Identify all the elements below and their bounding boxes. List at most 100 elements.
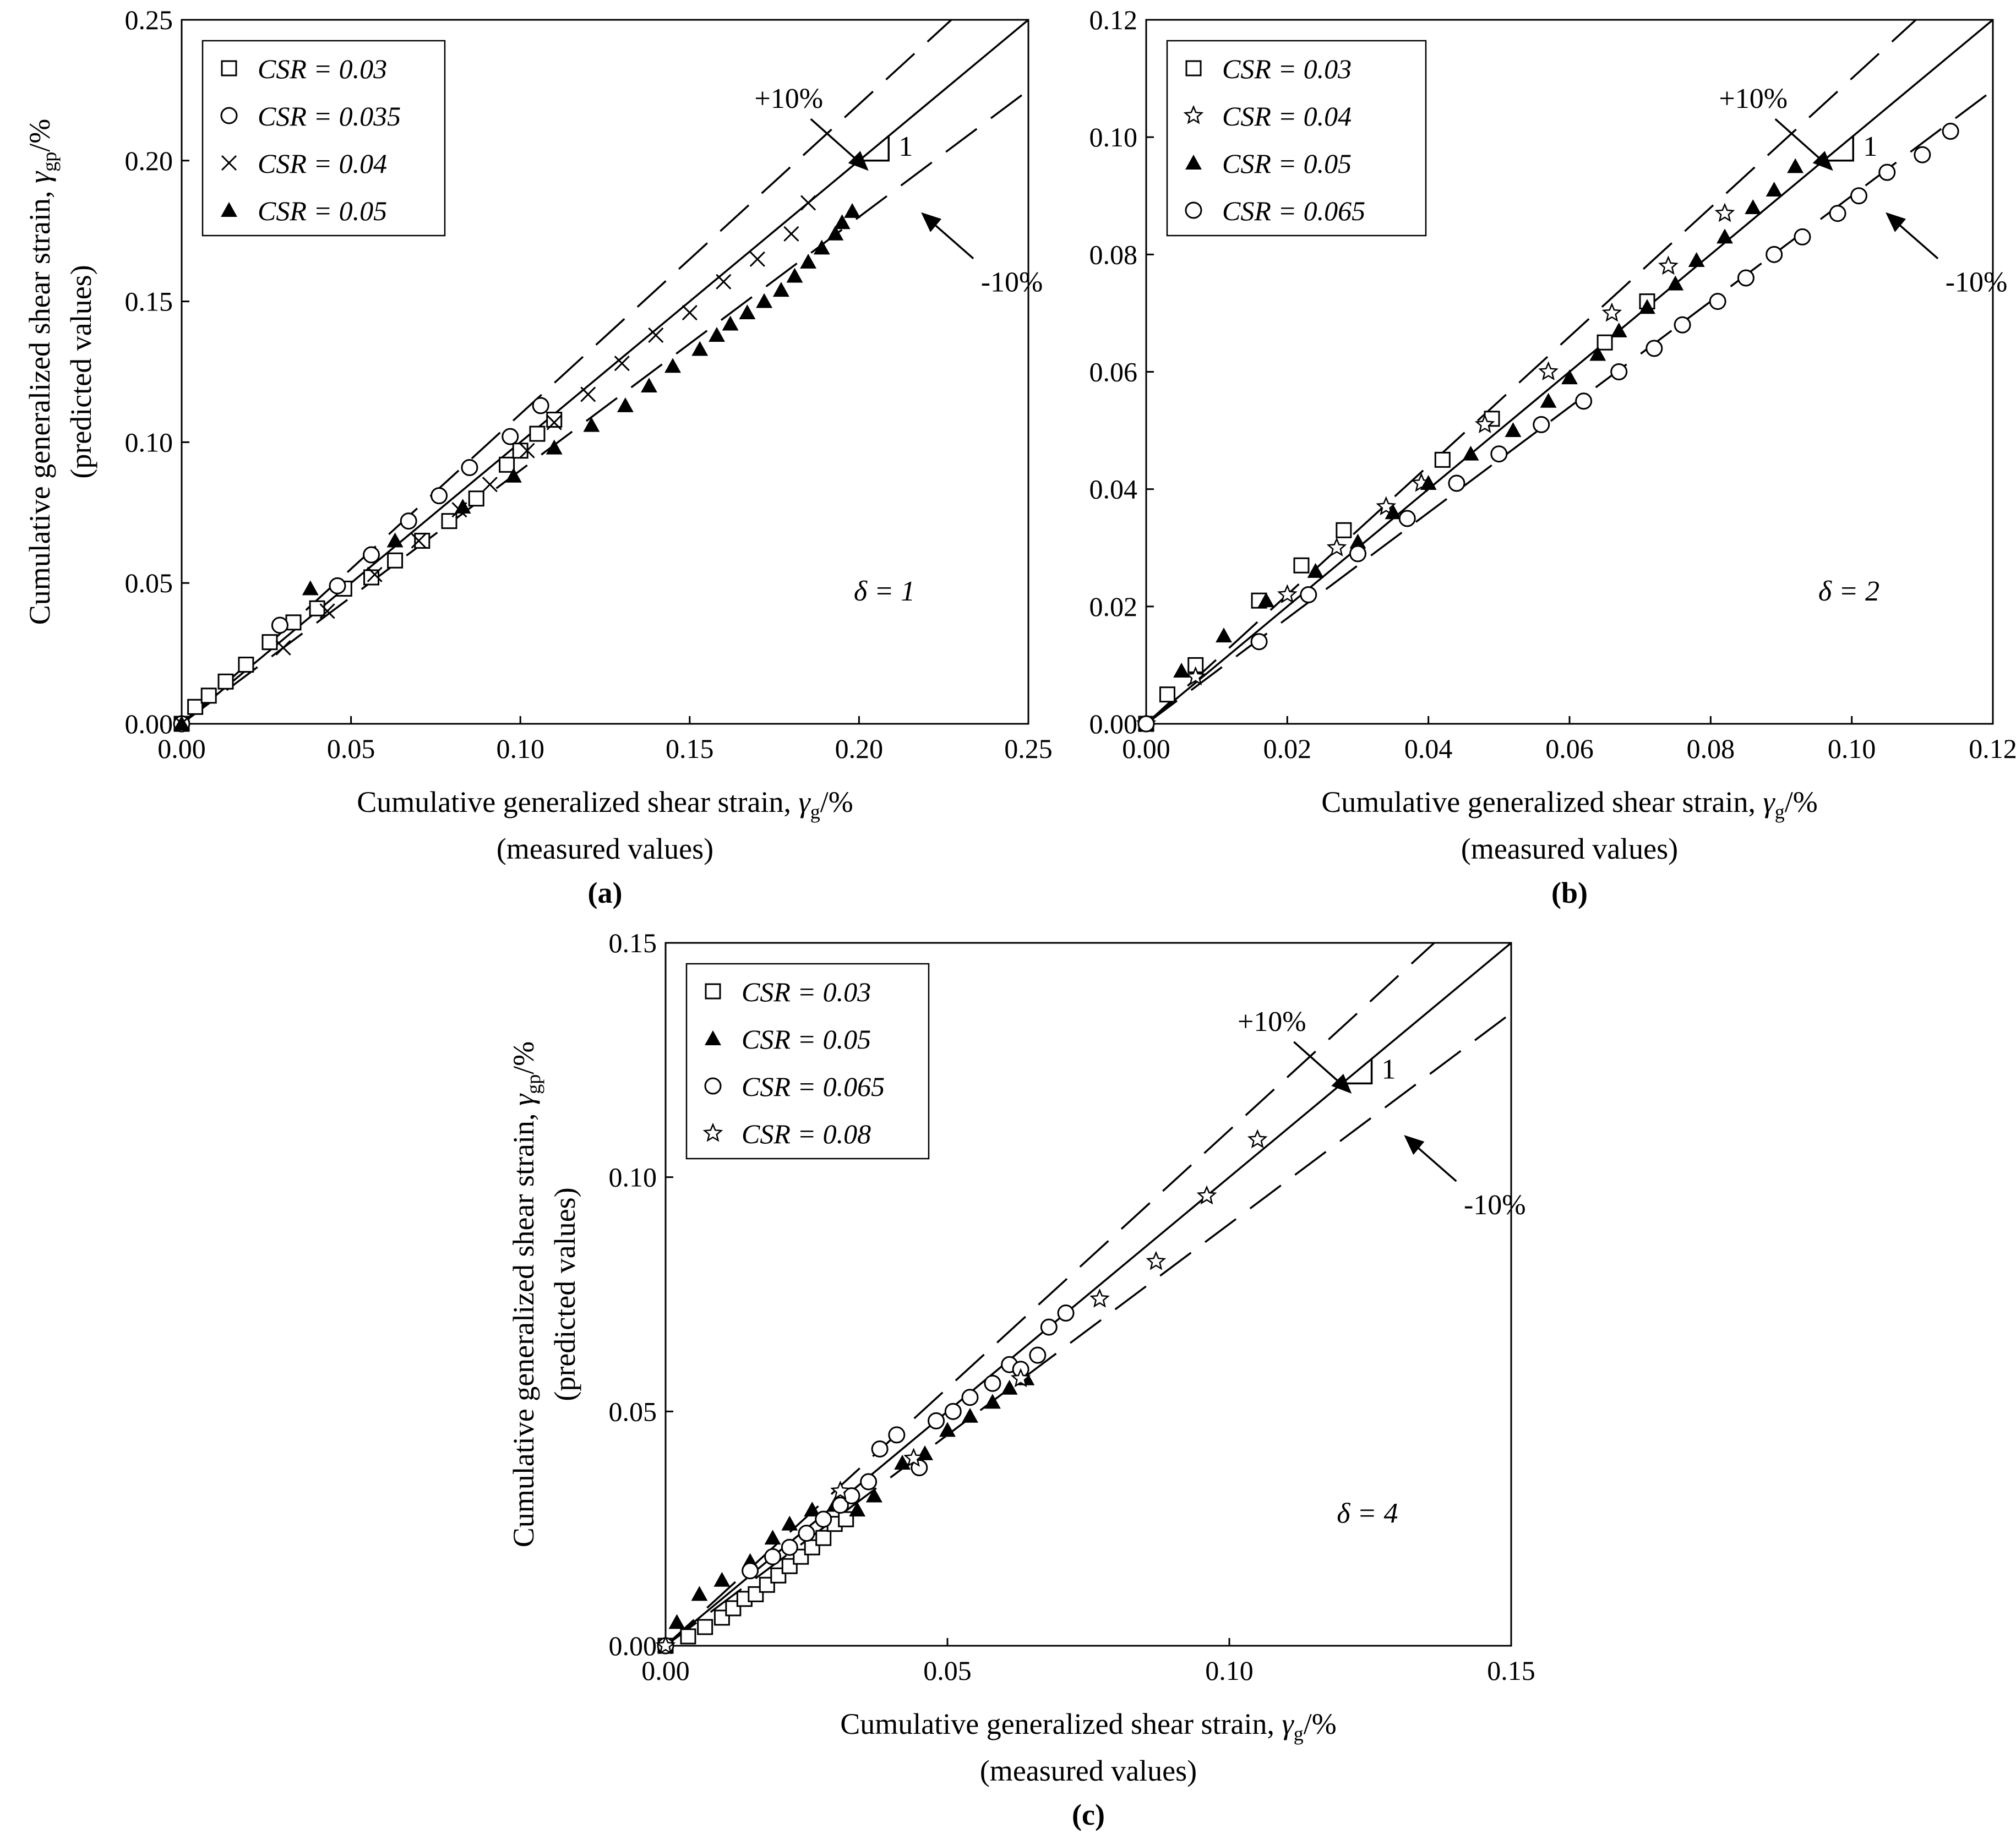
legend-marker	[221, 155, 237, 171]
legend-marker	[702, 1122, 723, 1142]
data-point	[815, 1530, 832, 1546]
data-point	[939, 1422, 956, 1437]
y-tick-label: 0.25	[125, 4, 173, 35]
data-point	[764, 1548, 782, 1565]
data-point	[1293, 557, 1310, 574]
legend-marker	[221, 202, 237, 217]
legend-entry: CSR = 0.03	[258, 53, 387, 84]
data-point	[1277, 584, 1298, 604]
data-point	[664, 358, 681, 373]
data-point	[387, 552, 404, 569]
data-point	[756, 293, 773, 308]
x-axis-label: Cumulative generalized shear strain, γg/…	[1321, 785, 1817, 823]
legend-entry: CSR = 0.05	[742, 1024, 871, 1055]
x-tick-label: 0.25	[1004, 733, 1053, 764]
data-point	[1597, 334, 1613, 351]
data-point	[1610, 363, 1628, 380]
data-point	[512, 443, 528, 459]
data-point	[285, 614, 302, 631]
minus-10-label: -10%	[1464, 1189, 1526, 1221]
data-point	[962, 1407, 978, 1423]
series-4	[655, 1129, 1268, 1655]
series-4	[173, 203, 861, 730]
data-point	[617, 397, 634, 412]
legend-entry: CSR = 0.04	[1222, 101, 1352, 132]
data-point	[1878, 163, 1896, 181]
data-point	[1850, 187, 1867, 205]
data-point	[431, 487, 448, 505]
y-tick-label: 0.00	[125, 708, 173, 739]
data-point	[894, 1455, 911, 1470]
y-axis-label-line2: (predicted values)	[64, 265, 97, 478]
series-1	[657, 1511, 854, 1654]
data-point	[1010, 1368, 1031, 1388]
data-point	[187, 698, 204, 715]
data-point	[1040, 1318, 1058, 1336]
data-point	[831, 1497, 849, 1514]
y-tick-label: 0.02	[1089, 591, 1138, 622]
data-point	[742, 1562, 759, 1580]
data-point	[1737, 269, 1755, 287]
data-point	[1533, 416, 1550, 433]
data-point	[1490, 445, 1508, 463]
data-point	[1646, 340, 1663, 357]
data-point	[261, 634, 278, 651]
data-point	[961, 1389, 979, 1406]
legend-entry: CSR = 0.08	[742, 1118, 871, 1149]
data-point	[1336, 522, 1352, 538]
data-point	[827, 225, 844, 241]
data-point	[1717, 228, 1733, 244]
data-point	[871, 1440, 889, 1458]
y-tick-label: 0.20	[125, 145, 173, 176]
data-point	[1196, 1185, 1217, 1205]
data-point	[697, 1619, 713, 1635]
y-tick-label: 0.05	[609, 1396, 657, 1427]
data-point	[1688, 252, 1705, 267]
minus-10-arrow	[1412, 1142, 1457, 1182]
delta-label: δ = 2	[1818, 576, 1879, 607]
data-point	[716, 274, 732, 290]
y-tick-label: 0.00	[1089, 708, 1138, 739]
data-point	[505, 467, 522, 483]
data-point	[691, 1586, 708, 1601]
data-point	[502, 428, 519, 445]
data-point	[1714, 203, 1735, 222]
data-point	[275, 640, 291, 656]
data-point	[800, 195, 816, 211]
minus-10-arrowhead	[921, 212, 942, 232]
x-tick-label: 0.15	[1487, 1655, 1535, 1686]
data-point	[1610, 322, 1627, 337]
y-tick-label: 0.00	[609, 1630, 657, 1661]
x-tick-label: 0.04	[1404, 733, 1453, 764]
x-tick-label: 0.10	[496, 733, 544, 764]
data-point	[1745, 199, 1762, 215]
plus-10-label: +10%	[1719, 83, 1788, 114]
legend-entry: CSR = 0.05	[258, 195, 387, 226]
data-point	[482, 477, 498, 493]
data-point	[984, 1394, 1001, 1409]
panel-label: (c)	[1072, 1798, 1105, 1831]
data-point	[680, 1628, 696, 1645]
legend-entry: CSR = 0.065	[742, 1071, 885, 1102]
delta-label: δ = 1	[854, 576, 915, 607]
data-point	[532, 397, 549, 414]
data-point	[546, 414, 562, 430]
data-point	[1434, 451, 1451, 468]
legend-entry: CSR = 0.065	[1222, 195, 1365, 226]
y-tick-label: 0.10	[609, 1162, 657, 1193]
data-point	[1914, 146, 1931, 163]
panel-label: (a)	[588, 876, 623, 909]
y-tick-label: 0.08	[1089, 239, 1138, 270]
legend-entry: CSR = 0.04	[258, 148, 387, 179]
slope-label: 1	[1382, 1054, 1396, 1085]
data-point	[781, 1515, 798, 1531]
data-point	[1185, 666, 1206, 686]
data-point	[813, 239, 830, 255]
series-1	[173, 411, 563, 732]
x-axis-label-line2: (measured values)	[497, 832, 713, 865]
y-axis-label: Cumulative generalized shear strain, γgp…	[507, 1041, 544, 1547]
plus-10-arrow	[810, 118, 861, 164]
chart-panel-2: 0.00 0.02 0.04 0.06 0.08 0.10 0.12 0.00 0.02 0.04…	[1089, 4, 2016, 909]
x-tick-label: 0.08	[1687, 733, 1735, 764]
data-point	[1137, 715, 1155, 733]
